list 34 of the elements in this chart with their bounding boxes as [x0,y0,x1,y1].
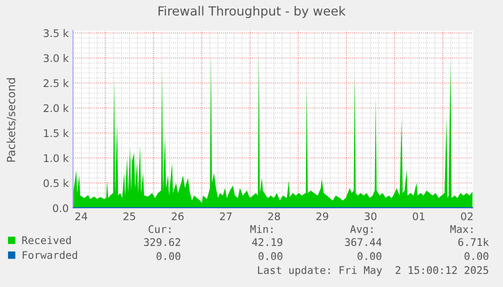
x-tick-label: 29 [316,212,328,220]
legend-label: Received [22,236,71,244]
x-tick-label: 25 [124,212,136,220]
y-tick-label: 3.5 k [44,29,69,38]
x-tick-label: 30 [364,212,376,220]
x-tick-label: 27 [220,212,232,220]
text: 0.00 [464,252,488,260]
text: 0.00 [156,252,180,260]
text: Cur: [148,225,170,234]
text: 367.44 [345,238,382,246]
text: 42.19 [252,238,282,246]
text: Last update: Fri May 2 15:00:12 2025 [258,266,488,276]
legend-label: Forwarded [22,250,78,259]
y-axis-title: Packets/second [6,78,16,162]
x-tick-label: 02 [461,212,473,220]
x-tick-label: 26 [172,212,184,220]
text: 0.00 [258,252,282,260]
text: 329.62 [144,238,180,246]
chart-title: Firewall Throughput - by week [158,6,346,18]
y-tick-label: 1.5 k [44,129,69,138]
y-tick-label: 0.5 k [44,179,69,188]
y-tick-label: 0.0 [52,204,68,212]
x-tick-label: 01 [412,212,424,220]
x-tick-label: 28 [268,212,280,220]
y-tick-label: 1.0 k [44,154,69,162]
text: 6.71k [458,238,489,246]
y-tick-label: 2.5 k [44,79,69,88]
text: 0.00 [358,252,382,260]
text: Min: [250,224,272,233]
y-tick-label: 2.0 k [44,104,69,112]
x-tick-label: 24 [75,212,88,220]
y-tick-label: 3.0 k [44,54,69,62]
text: Avg: [350,225,372,236]
text: Max: [450,225,472,234]
